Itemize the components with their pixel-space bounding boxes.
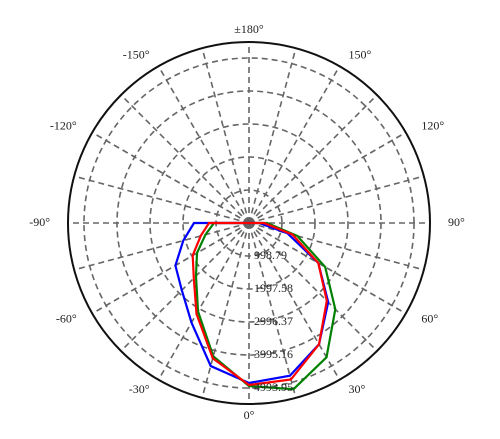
r-tick-label: 998.79: [254, 248, 287, 262]
theta-tick-label: 0°: [244, 408, 255, 422]
outer-circle: [67, 41, 431, 405]
theta-tick-label: 60°: [421, 311, 438, 325]
spoke-line: [157, 222, 250, 381]
ring-line: [182, 156, 316, 290]
theta-tick-label: -150°: [123, 48, 150, 62]
theta-tick-label: ±180°: [234, 22, 264, 36]
spoke-line: [248, 222, 407, 315]
theta-tick-label: 120°: [421, 118, 444, 132]
spoke-line: [248, 47, 297, 224]
r-tick-label: 2996.37: [254, 314, 293, 328]
theta-tick-label: 150°: [349, 48, 372, 62]
spoke-line: [73, 175, 250, 224]
spoke-line: [248, 65, 341, 224]
spoke-line: [201, 47, 250, 224]
theta-tick-label: -60°: [56, 311, 77, 325]
spoke-line: [91, 131, 250, 224]
r-tick-label: 4993.95: [254, 380, 293, 394]
spoke-line: [248, 222, 297, 399]
spoke-line: [120, 94, 250, 224]
ring-line: [83, 57, 415, 389]
series-line: [194, 221, 337, 391]
ring-line: [116, 90, 382, 356]
spoke-line: [248, 131, 407, 224]
theta-tick-label: 90°: [448, 215, 465, 229]
spoke-line: [120, 222, 250, 352]
r-tick-label: 3995.16: [254, 347, 293, 361]
theta-tick-label: -120°: [50, 118, 77, 132]
spoke-line: [157, 65, 250, 224]
ring-line: [149, 123, 349, 323]
spoke-line: [248, 94, 378, 224]
theta-tick-label: 30°: [349, 382, 366, 396]
r-tick-label: 1997.58: [254, 281, 293, 295]
spoke-line: [91, 222, 250, 315]
theta-tick-label: -30°: [129, 382, 150, 396]
spoke-line: [248, 222, 341, 381]
spoke-line: [201, 222, 250, 399]
spoke-line: [248, 175, 425, 224]
theta-tick-label: -90°: [29, 215, 50, 229]
series-line: [191, 221, 328, 387]
spoke-line: [248, 222, 378, 352]
spoke-line: [73, 222, 250, 271]
series-line: [174, 221, 330, 385]
